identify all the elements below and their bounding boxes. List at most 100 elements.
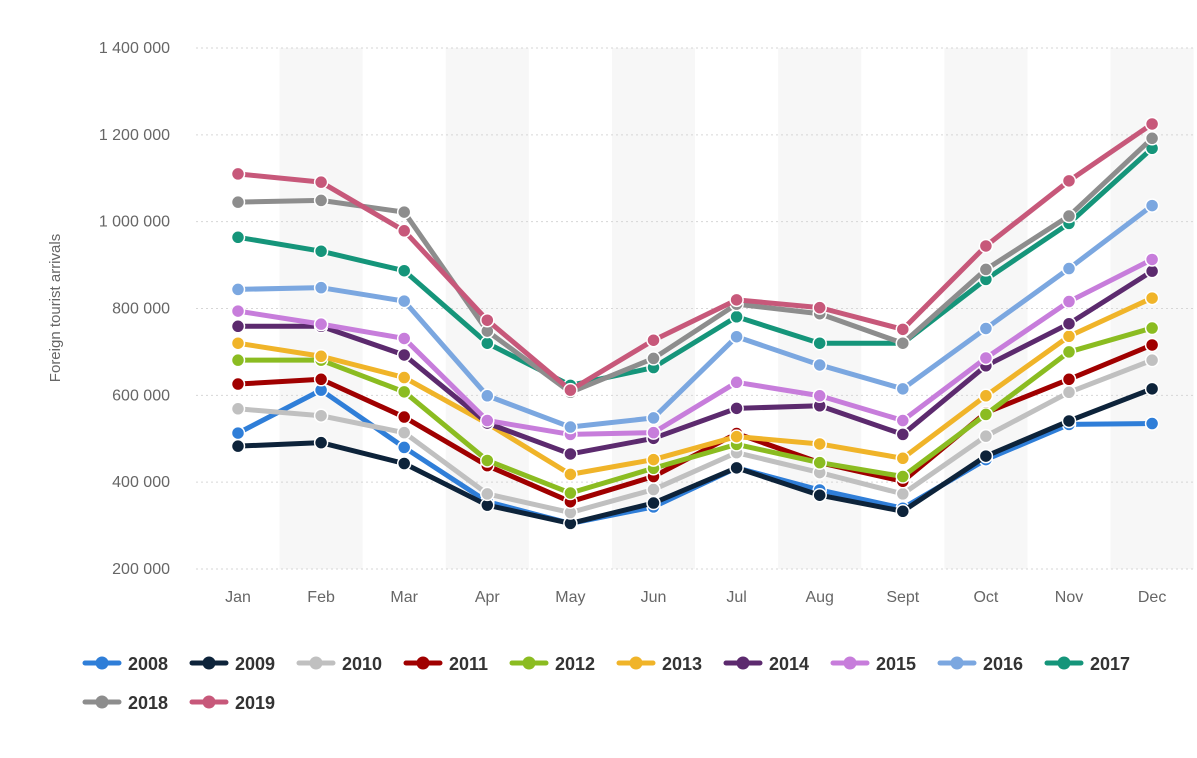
data-point[interactable] [646, 452, 661, 467]
series-line[interactable] [235, 135, 1155, 395]
data-point[interactable] [812, 436, 827, 452]
data-point[interactable] [396, 409, 412, 425]
data-point[interactable] [563, 467, 578, 482]
data-point[interactable] [480, 335, 495, 351]
data-point[interactable] [729, 429, 744, 444]
data-point[interactable] [230, 303, 246, 319]
data-point[interactable] [1144, 290, 1160, 306]
data-point[interactable] [812, 487, 827, 503]
data-point[interactable] [563, 446, 578, 462]
data-point[interactable] [978, 238, 994, 254]
data-point[interactable] [480, 413, 495, 428]
data-point[interactable] [396, 425, 412, 440]
data-point[interactable] [480, 312, 495, 328]
data-point[interactable] [978, 262, 994, 277]
data-point[interactable] [1144, 131, 1160, 146]
data-point[interactable] [895, 413, 911, 428]
data-point[interactable] [1144, 381, 1160, 397]
series-2016[interactable] [230, 198, 1160, 435]
data-point[interactable] [1061, 261, 1077, 276]
data-point[interactable] [978, 388, 994, 404]
data-point[interactable] [230, 401, 246, 417]
series-line[interactable] [235, 357, 1155, 516]
data-point[interactable] [1061, 372, 1077, 387]
data-point[interactable] [396, 331, 412, 346]
data-point[interactable] [563, 382, 578, 398]
data-point[interactable] [396, 204, 412, 220]
data-point[interactable] [396, 456, 412, 471]
legend-item-2019[interactable]: 2019 [189, 693, 275, 713]
data-point[interactable] [1144, 116, 1160, 132]
legend-item-2010[interactable]: 2010 [296, 654, 382, 674]
data-point[interactable] [1061, 344, 1077, 360]
series-line[interactable] [235, 325, 1155, 496]
data-point[interactable] [1144, 320, 1160, 336]
data-point[interactable] [729, 401, 744, 416]
data-point[interactable] [563, 485, 578, 501]
legend-item-2018[interactable]: 2018 [82, 693, 168, 713]
data-point[interactable] [812, 455, 827, 470]
data-point[interactable] [895, 427, 911, 442]
data-point[interactable] [646, 351, 661, 366]
data-point[interactable] [480, 486, 495, 502]
data-point[interactable] [1144, 252, 1160, 267]
data-point[interactable] [812, 335, 827, 351]
data-point[interactable] [313, 349, 329, 364]
legend-item-2011[interactable]: 2011 [403, 654, 488, 674]
data-point[interactable] [729, 309, 744, 324]
series-line[interactable] [235, 121, 1155, 393]
data-point[interactable] [396, 223, 412, 239]
data-point[interactable] [563, 419, 578, 435]
data-point[interactable] [646, 410, 661, 426]
data-point[interactable] [729, 329, 744, 344]
data-point[interactable] [646, 495, 661, 511]
series-line[interactable] [235, 145, 1155, 388]
legend-item-2008[interactable]: 2008 [82, 654, 168, 674]
data-point[interactable] [313, 435, 329, 450]
data-point[interactable] [396, 293, 412, 309]
data-point[interactable] [230, 352, 246, 368]
data-point[interactable] [396, 263, 412, 278]
legend-item-2012[interactable]: 2012 [509, 654, 595, 674]
data-point[interactable] [812, 357, 827, 373]
data-point[interactable] [646, 332, 661, 348]
legend-item-2013[interactable]: 2013 [616, 654, 702, 674]
data-point[interactable] [313, 316, 329, 332]
data-point[interactable] [313, 174, 329, 190]
data-point[interactable] [313, 193, 329, 208]
data-point[interactable] [230, 282, 246, 297]
data-point[interactable] [978, 407, 994, 422]
data-point[interactable] [313, 243, 329, 259]
data-point[interactable] [1144, 337, 1160, 353]
data-point[interactable] [313, 372, 329, 387]
data-point[interactable] [1061, 173, 1077, 189]
data-point[interactable] [230, 230, 246, 245]
data-point[interactable] [396, 440, 412, 455]
data-point[interactable] [729, 375, 744, 390]
data-point[interactable] [396, 370, 412, 385]
data-point[interactable] [313, 280, 329, 295]
legend-item-2009[interactable]: 2009 [189, 654, 275, 674]
series-line[interactable] [235, 256, 1155, 437]
data-point[interactable] [230, 335, 246, 351]
data-point[interactable] [396, 347, 412, 363]
series-2019[interactable] [230, 116, 1160, 398]
data-point[interactable] [729, 292, 744, 308]
legend-item-2014[interactable]: 2014 [723, 654, 809, 674]
data-point[interactable] [895, 381, 911, 397]
data-point[interactable] [230, 438, 246, 454]
data-point[interactable] [978, 428, 994, 444]
data-point[interactable] [895, 451, 911, 466]
data-point[interactable] [895, 486, 911, 502]
legend-item-2017[interactable]: 2017 [1044, 654, 1130, 674]
legend-item-2015[interactable]: 2015 [830, 654, 916, 674]
data-point[interactable] [1061, 329, 1077, 344]
data-point[interactable] [729, 460, 744, 476]
data-point[interactable] [230, 194, 246, 210]
data-point[interactable] [646, 482, 661, 497]
data-point[interactable] [230, 425, 246, 441]
data-point[interactable] [812, 388, 827, 404]
series-line[interactable] [235, 203, 1155, 430]
legend[interactable]: 2008 2009 2010 2011 2012 2013 2014 2015 2016 2017… [82, 654, 1130, 713]
data-point[interactable] [230, 166, 246, 182]
